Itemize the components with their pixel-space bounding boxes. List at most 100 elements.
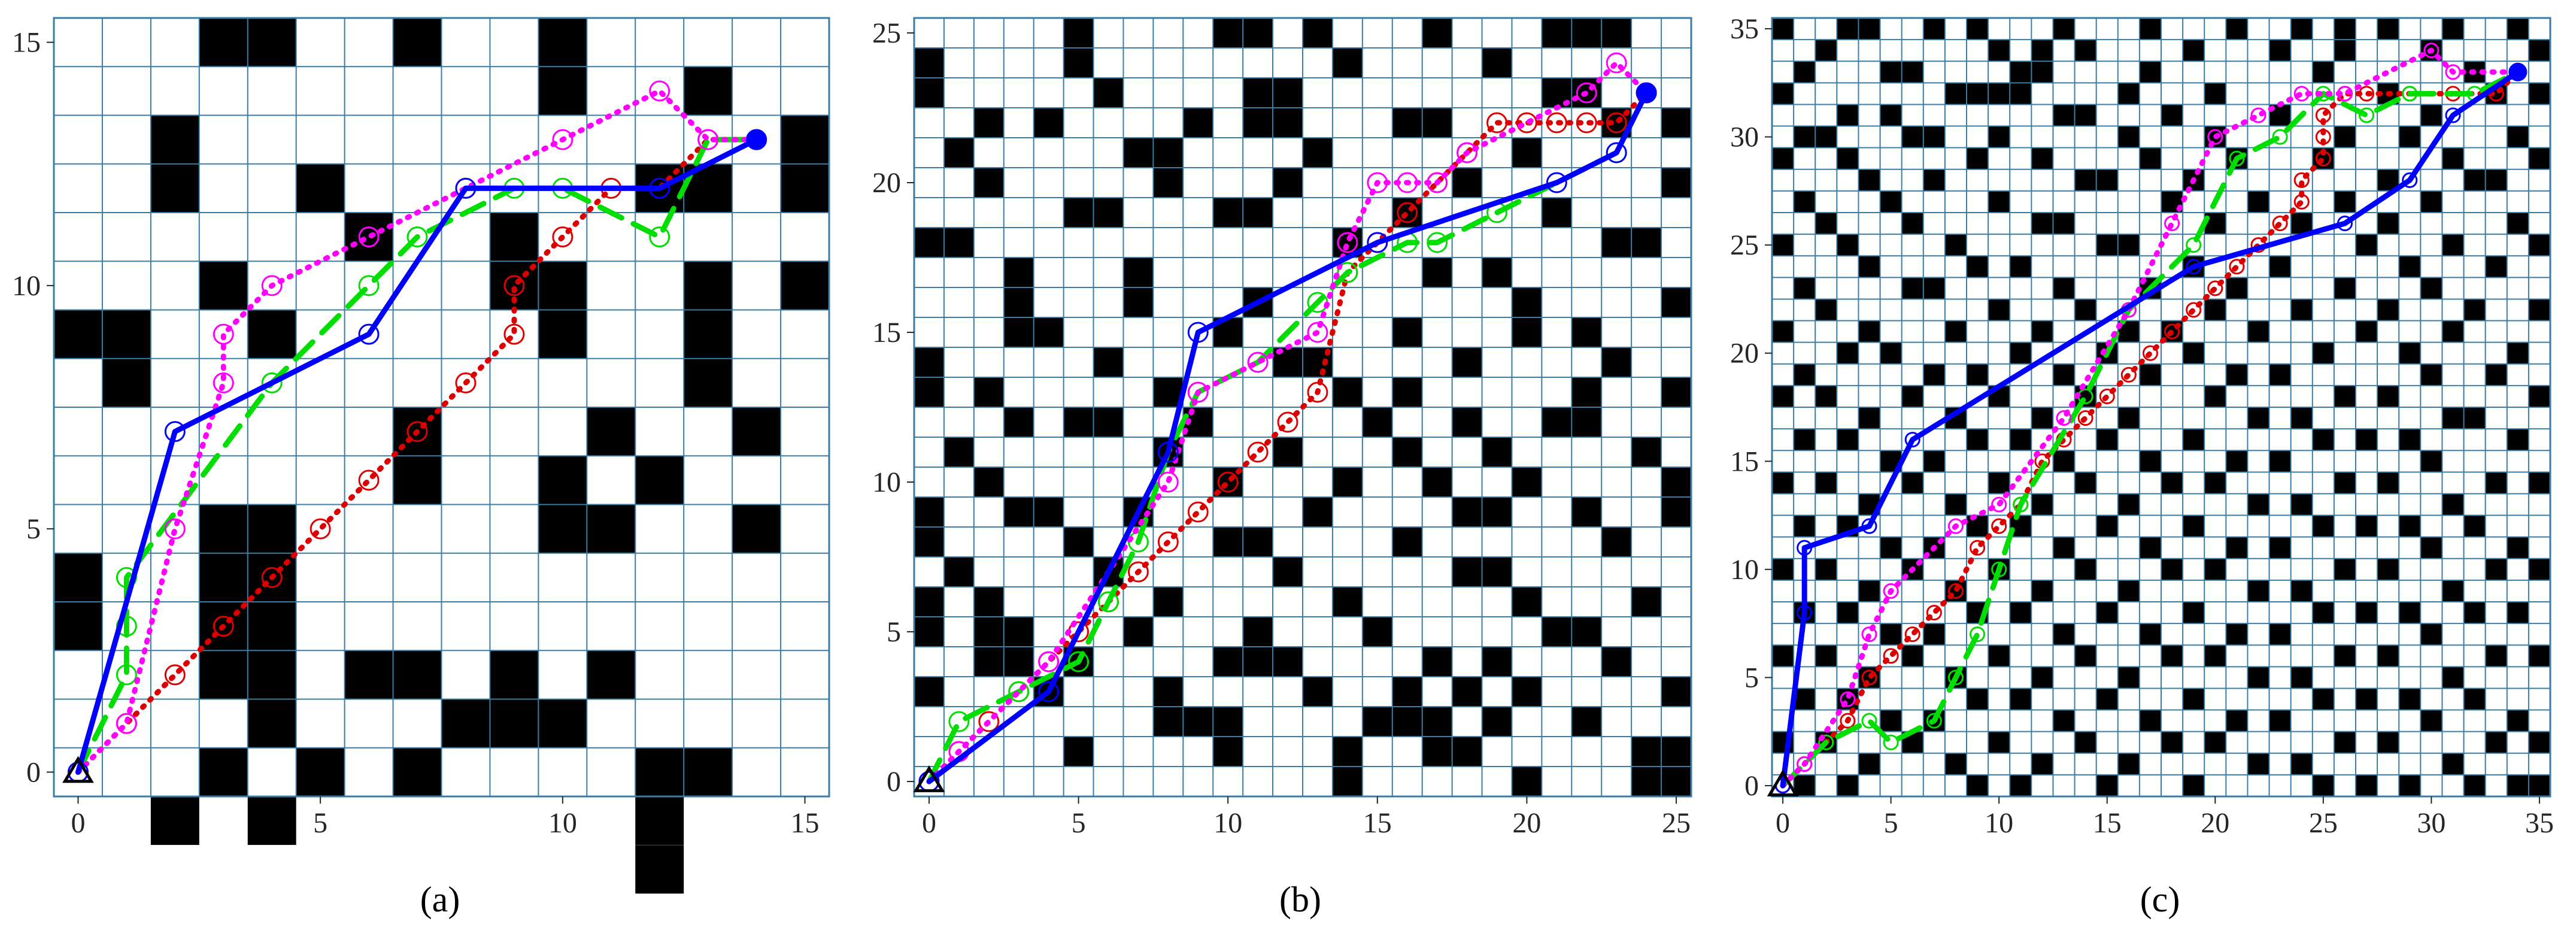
path-waypoint-marker — [2337, 86, 2353, 102]
obstacle-cell — [1213, 737, 1243, 767]
y-tick-label: 15 — [12, 27, 41, 59]
obstacle-cell — [2334, 558, 2356, 580]
path-waypoint-marker — [2423, 43, 2440, 59]
obstacle-cell — [2010, 256, 2032, 278]
obstacle-cell — [2334, 126, 2356, 148]
path-waypoint-marker — [1904, 432, 1920, 448]
obstacle-cell — [1512, 317, 1542, 347]
path-waypoint-marker — [2186, 259, 2202, 275]
panel-label: (c) — [2140, 880, 2180, 919]
path-waypoint-marker — [2250, 107, 2266, 123]
obstacle-cell — [2420, 190, 2443, 213]
obstacle-cell — [1482, 48, 1512, 78]
obstacle-cell — [2053, 450, 2075, 472]
path-waypoint-marker — [1457, 142, 1478, 163]
obstacle-cell — [1772, 83, 1794, 105]
path-waypoint-marker — [1606, 112, 1627, 134]
path-waypoint-marker — [1157, 471, 1179, 493]
obstacle-cell — [393, 747, 442, 796]
path-waypoint-marker — [1217, 471, 1239, 493]
obstacle-cell — [1273, 108, 1303, 138]
path-waypoint-marker — [261, 567, 283, 588]
path-waypoint-marker — [649, 226, 670, 248]
obstacle-cell — [538, 504, 587, 553]
obstacle-cell — [1858, 753, 1880, 775]
obstacle-cell — [1794, 774, 1816, 796]
y-tick-label: 5 — [887, 616, 901, 648]
path-waypoint-marker — [1337, 262, 1358, 283]
obstacle-cell — [1988, 299, 2010, 321]
obstacle-cell — [1063, 737, 1094, 767]
y-tick-label: 15 — [1730, 446, 1759, 477]
obstacle-cell — [1923, 169, 1945, 191]
obstacle-cell — [1003, 617, 1034, 647]
obstacle-cell — [2507, 126, 2529, 148]
goal-marker — [1637, 83, 1656, 102]
x-tick-label: 15 — [791, 807, 820, 839]
obstacle-cell — [587, 407, 636, 456]
x-tick-label: 25 — [2309, 807, 2338, 839]
obstacle-cell — [2247, 580, 2269, 602]
path-waypoint-marker — [1840, 713, 1856, 729]
path-waypoint-marker — [1157, 531, 1179, 553]
obstacle-cell — [2247, 667, 2269, 689]
obstacle-cell — [1243, 78, 1273, 108]
obstacle-cell — [1571, 317, 1602, 347]
obstacle-cell — [1571, 497, 1602, 527]
axes-frame — [53, 17, 830, 798]
obstacle-cell — [150, 163, 199, 213]
obstacle-cell — [247, 699, 296, 748]
obstacle-cell — [973, 647, 1004, 677]
path-waypoint-marker — [746, 129, 767, 150]
obstacle-cell — [2226, 277, 2248, 299]
path-waypoint-marker — [1991, 518, 2007, 534]
obstacle-cell — [2204, 472, 2226, 494]
obstacle-cell — [2161, 104, 2183, 126]
y-tick-label: 35 — [1730, 13, 1759, 45]
obstacle-cell — [1392, 677, 1422, 707]
obstacle-cell — [1123, 138, 1154, 168]
obstacle-cell — [2312, 342, 2334, 364]
obstacle-cell — [1452, 168, 1482, 198]
obstacle-cell — [2290, 407, 2313, 429]
obstacle-cell — [1837, 602, 1859, 624]
obstacle-cell — [2356, 774, 2378, 796]
obstacle-cell — [1944, 493, 1967, 516]
path-waypoint-marker — [1397, 172, 1418, 193]
path-waypoint-marker — [1187, 322, 1209, 343]
obstacle-cell — [1571, 18, 1602, 48]
obstacle-cell — [1273, 437, 1303, 467]
obstacle-cell — [1901, 126, 1923, 148]
path-waypoint-marker — [310, 518, 331, 540]
obstacle-cell — [538, 261, 587, 310]
obstacle-cell — [1243, 108, 1273, 138]
y-tick-label: 15 — [872, 317, 901, 349]
obstacle-cell — [199, 553, 248, 602]
obstacle-cell — [1661, 377, 1691, 407]
obstacle-cell — [2117, 126, 2140, 148]
obstacle-cell — [1837, 774, 1859, 796]
path-waypoint-marker — [1606, 52, 1627, 74]
obstacle-cell — [1661, 168, 1691, 198]
path-waypoint-marker — [1904, 626, 1920, 643]
obstacle-cell — [247, 18, 296, 66]
obstacle-cell — [1923, 363, 1945, 386]
obstacle-cell — [2247, 753, 2269, 775]
path-waypoint-marker — [406, 421, 428, 443]
obstacle-cell — [1362, 407, 1392, 437]
obstacle-cell — [2442, 320, 2464, 343]
path-waypoint-marker — [1546, 172, 1567, 193]
obstacle-cell — [2269, 623, 2291, 646]
obstacle-cell — [2269, 450, 2291, 472]
obstacle-cell — [2442, 493, 2464, 516]
obstacle-cell — [2420, 277, 2443, 299]
obstacle-cell — [2463, 169, 2486, 191]
obstacle-cell — [1631, 587, 1662, 617]
obstacle-cell — [1482, 258, 1512, 287]
obstacle-cell — [587, 504, 636, 553]
obstacle-cell — [973, 587, 1004, 617]
obstacle-cell — [247, 796, 296, 845]
obstacle-cell — [2031, 320, 2053, 343]
obstacle-cell — [2420, 623, 2443, 646]
obstacle-cell — [2226, 537, 2248, 559]
